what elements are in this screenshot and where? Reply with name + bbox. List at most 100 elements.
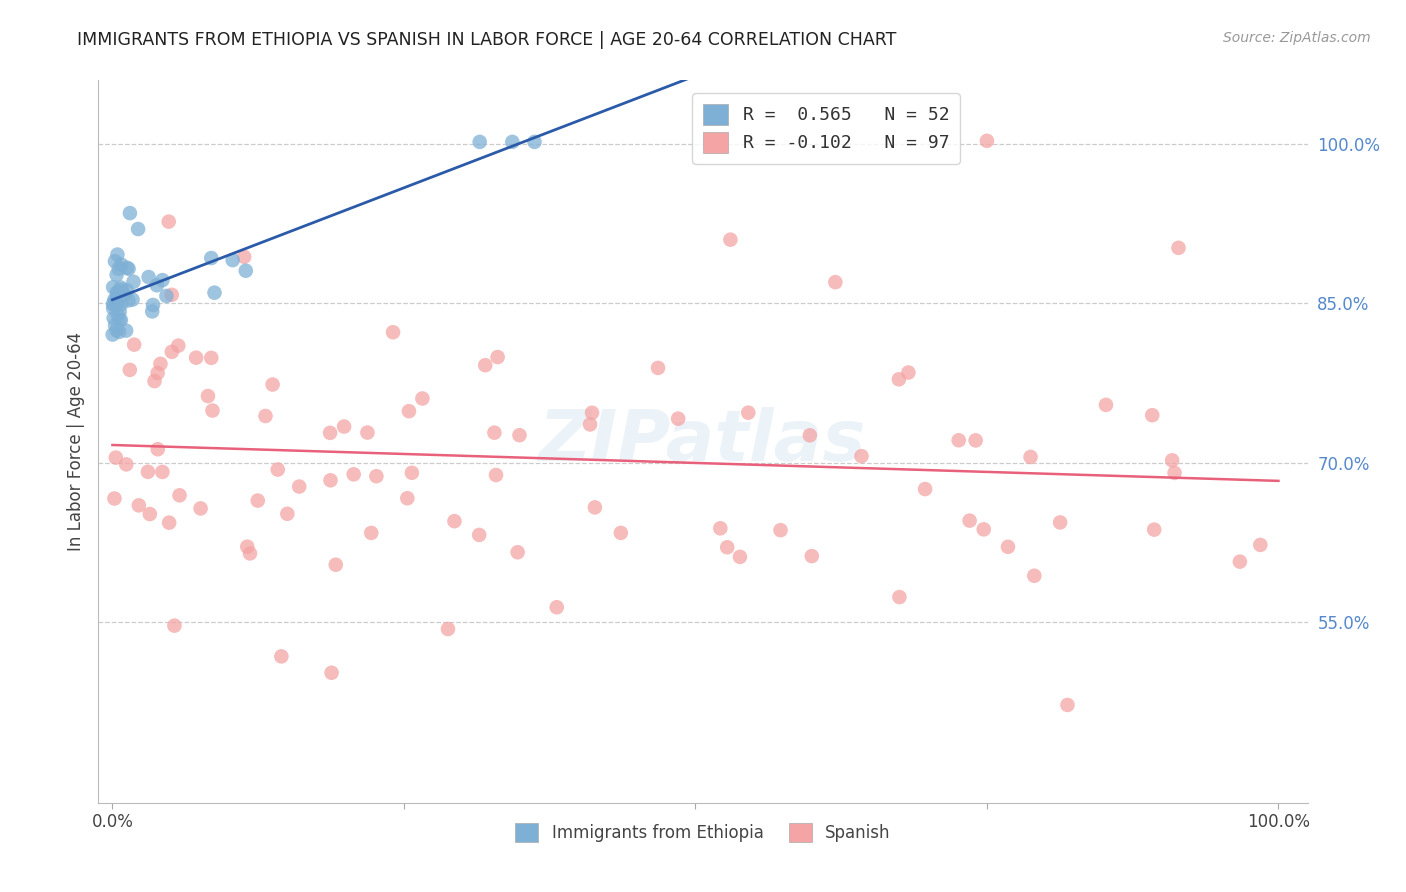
Text: Source: ZipAtlas.com: Source: ZipAtlas.com (1223, 31, 1371, 45)
Point (1049, 516, 1071, 530)
Point (104, 254, 127, 268)
Point (468, 135, 491, 149)
Point (108, 304, 131, 318)
Point (398, 404, 420, 418)
Point (1019, 450, 1042, 464)
Point (897, 366, 920, 380)
Point (101, 327, 124, 342)
Point (201, 403, 224, 417)
Point (718, 233, 741, 247)
Point (110, 283, 132, 297)
Point (276, 507, 298, 521)
Point (583, 500, 606, 515)
Point (200, 251, 222, 265)
Point (824, 275, 846, 289)
Point (101, 297, 124, 311)
Point (506, 545, 529, 559)
Point (222, 253, 245, 268)
Point (105, 323, 128, 337)
Point (437, 622, 460, 636)
Point (108, 325, 131, 339)
Point (709, 521, 731, 535)
Point (104, 450, 127, 465)
Point (169, 488, 191, 502)
Point (236, 540, 259, 554)
Point (107, 261, 129, 276)
Point (141, 304, 163, 318)
Point (152, 273, 174, 287)
Point (474, 358, 496, 372)
Point (1095, 398, 1118, 412)
Point (382, 325, 405, 339)
Point (122, 337, 145, 351)
Text: IMMIGRANTS FROM ETHIOPIA VS SPANISH IN LABOR FORCE | AGE 20-64 CORRELATION CHART: IMMIGRANTS FROM ETHIOPIA VS SPANISH IN L… (77, 31, 897, 49)
Point (114, 287, 136, 301)
Point (666, 411, 689, 425)
Point (973, 522, 995, 536)
Point (581, 406, 603, 420)
Point (501, 135, 523, 149)
Point (105, 286, 128, 301)
Point (411, 392, 433, 406)
Point (889, 590, 911, 604)
Point (104, 318, 127, 333)
Point (443, 514, 465, 528)
Point (914, 482, 936, 496)
Point (246, 493, 269, 508)
Point (143, 374, 166, 388)
Point (115, 324, 138, 338)
Point (321, 665, 343, 680)
Point (610, 525, 633, 540)
Point (737, 406, 759, 420)
Point (851, 449, 873, 463)
Point (121, 293, 143, 307)
Point (103, 491, 125, 506)
Point (1163, 466, 1185, 480)
Point (579, 417, 602, 432)
Point (270, 649, 292, 664)
Point (115, 260, 138, 275)
Point (484, 425, 506, 440)
Point (146, 278, 169, 293)
Point (146, 442, 169, 457)
Point (239, 546, 262, 560)
Point (157, 516, 180, 530)
Point (157, 214, 180, 228)
Point (107, 247, 129, 261)
Point (486, 350, 509, 364)
Point (117, 293, 139, 308)
Legend: Immigrants from Ethiopia, Spanish: Immigrants from Ethiopia, Spanish (509, 816, 897, 848)
Point (117, 261, 139, 276)
Point (105, 296, 128, 310)
Point (948, 434, 970, 448)
Point (167, 338, 190, 352)
Point (1249, 538, 1271, 552)
Point (647, 360, 669, 375)
Point (136, 465, 159, 479)
Point (160, 288, 183, 302)
Point (101, 301, 124, 315)
Point (127, 222, 149, 236)
Point (508, 428, 530, 442)
Point (799, 428, 821, 442)
Point (1024, 568, 1046, 582)
Point (262, 377, 284, 392)
Point (959, 514, 981, 528)
Point (396, 491, 419, 506)
Point (115, 458, 138, 472)
Point (128, 499, 150, 513)
Point (107, 308, 129, 322)
Point (108, 313, 131, 327)
Point (160, 344, 183, 359)
Point (204, 285, 226, 300)
Point (110, 313, 132, 327)
Point (103, 298, 125, 312)
Point (105, 296, 128, 310)
Point (288, 479, 311, 493)
Point (343, 467, 366, 482)
Point (103, 311, 125, 326)
Point (107, 288, 129, 302)
Point (356, 425, 378, 440)
Point (976, 134, 998, 148)
Point (142, 298, 165, 312)
